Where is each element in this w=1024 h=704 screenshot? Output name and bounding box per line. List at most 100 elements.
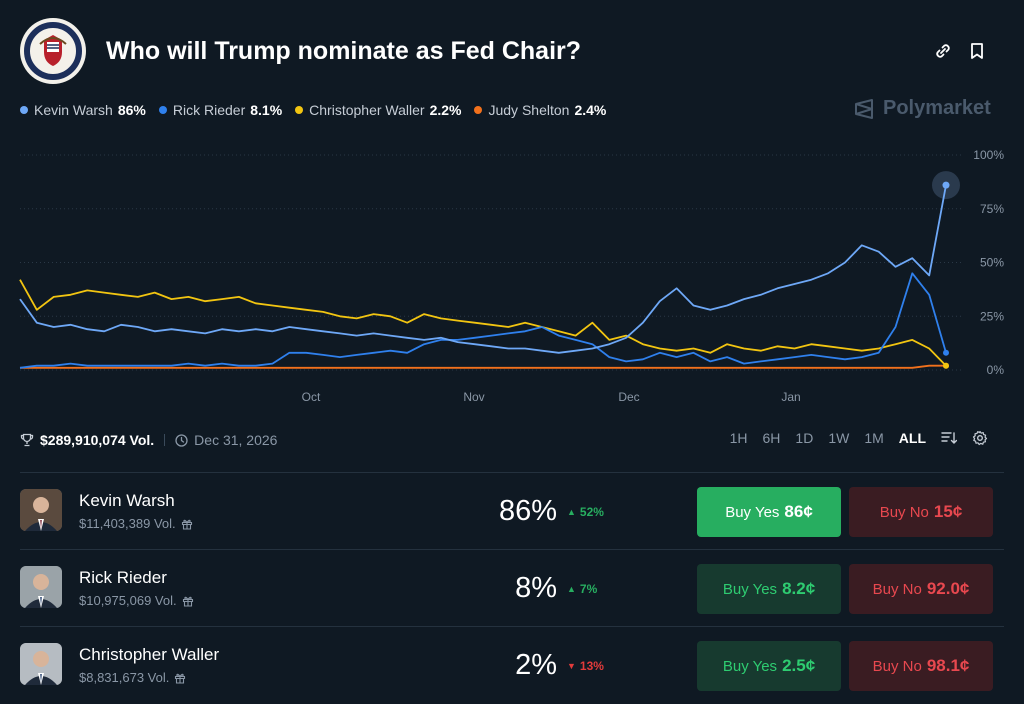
settings-gear-icon[interactable]: [972, 430, 988, 446]
fed-seal-image: [20, 18, 86, 84]
buy-yes-label: Buy Yes: [725, 503, 780, 521]
probability-change-value: 52%: [579, 505, 604, 519]
legend-item[interactable]: Kevin Warsh 86%: [20, 102, 146, 118]
candidate-avatar: [20, 643, 62, 685]
buy-yes-label: Buy Yes: [722, 657, 778, 675]
buy-no-label: Buy No: [872, 657, 922, 675]
legend-name: Judy Shelton: [488, 102, 570, 118]
range-1h-button[interactable]: 1H: [729, 430, 748, 446]
sort-icon[interactable]: [941, 431, 957, 445]
triangle-up-icon: ▲: [567, 507, 576, 517]
range-1w-button[interactable]: 1W: [828, 430, 850, 446]
outcome-row[interactable]: Rick Rieder $10,975,069 Vol. 8% ▲ 7% Buy Yes 8…: [20, 549, 1004, 626]
outcome-probability: 86%: [498, 495, 557, 527]
chart-legend: Kevin Warsh 86% Rick Rieder 8.1% Christopher…: [20, 101, 619, 119]
candidate-avatar: [20, 489, 62, 531]
y-tick-label: 75%: [980, 202, 1004, 216]
series-line-kevin-warsh: [19, 184, 947, 354]
legend-name: Christopher Waller: [309, 102, 425, 118]
buy-yes-button[interactable]: Buy Yes 86¢: [697, 487, 841, 537]
buy-yes-button[interactable]: Buy Yes 2.5¢: [697, 641, 841, 691]
candidate-name[interactable]: Rick Rieder: [79, 568, 167, 587]
legend-value: 2.2%: [429, 102, 462, 118]
total-volume: $289,910,074 Vol.: [40, 432, 155, 448]
triangle-up-icon: ▲: [567, 584, 576, 594]
legend-item[interactable]: Rick Rieder 8.1%: [158, 102, 283, 118]
y-tick-label: 50%: [980, 256, 1004, 270]
outcome-probability: 8%: [515, 572, 557, 604]
time-range-selector: 1H 6H 1D 1W 1M ALL: [715, 430, 988, 446]
series-end-point: [942, 181, 950, 189]
legend-dot: [20, 106, 28, 114]
brand-name: Polymarket: [883, 97, 991, 119]
candidate-volume: $8,831,673 Vol.: [79, 670, 186, 685]
x-tick-label: Jan: [781, 390, 800, 404]
page-title: Who will Trump nominate as Fed Chair?: [106, 37, 582, 65]
series-end-point: [943, 349, 949, 356]
y-tick-label: 100%: [973, 148, 1004, 162]
legend-name: Kevin Warsh: [34, 102, 113, 118]
legend-dot: [295, 106, 304, 114]
range-1m-button[interactable]: 1M: [864, 430, 884, 446]
range-all-button[interactable]: ALL: [898, 430, 926, 446]
legend-dot: [158, 106, 167, 114]
series-line-christopher-waller: [19, 279, 947, 367]
buy-yes-price: 2.5¢: [782, 656, 816, 675]
polymarket-brand: Polymarket: [853, 97, 991, 120]
candidate-volume-text: $11,403,389 Vol.: [79, 516, 176, 531]
legend-item[interactable]: Christopher Waller 2.2%: [295, 102, 461, 118]
x-tick-label: Nov: [463, 390, 484, 404]
probability-change: ▲ 7%: [567, 582, 597, 596]
buy-yes-price: 86¢: [784, 502, 813, 521]
buy-no-price: 98.1¢: [926, 656, 970, 675]
candidate-volume: $11,403,389 Vol.: [79, 516, 193, 531]
legend-value: 2.4%: [574, 102, 607, 118]
buy-no-button[interactable]: Buy No 98.1¢: [849, 641, 993, 691]
y-tick-label: 0%: [987, 363, 1005, 377]
probability-change: ▲ 52%: [567, 505, 604, 519]
candidate-volume-text: $10,975,069 Vol.: [79, 593, 177, 608]
candidate-name[interactable]: Christopher Waller: [79, 645, 220, 664]
series-end-point: [943, 362, 949, 369]
bookmark-icon[interactable]: [966, 40, 988, 62]
buy-no-button[interactable]: Buy No 92.0¢: [849, 564, 993, 614]
polymarket-logo-icon: [855, 98, 873, 119]
candidate-avatar: [20, 566, 62, 608]
legend-dot: [474, 106, 483, 114]
buy-yes-button[interactable]: Buy Yes 8.2¢: [697, 564, 841, 614]
buy-no-button[interactable]: Buy No 15¢: [849, 487, 993, 537]
outcome-probability: 2%: [515, 649, 557, 681]
gift-icon[interactable]: [181, 518, 193, 530]
candidate-volume-text: $8,831,673 Vol.: [79, 670, 170, 685]
outcome-row[interactable]: Kevin Warsh $11,403,389 Vol. 86% ▲ 52% Buy Ye…: [20, 472, 1004, 549]
probability-change-value: 7%: [579, 582, 598, 596]
candidate-name[interactable]: Kevin Warsh: [79, 491, 175, 510]
legend-name: Rick Rieder: [172, 102, 246, 118]
buy-yes-price: 8.2¢: [782, 579, 816, 598]
candidate-volume: $10,975,069 Vol.: [79, 593, 194, 608]
series-line-rick-rieder: [19, 272, 947, 369]
buy-no-price: 92.0¢: [926, 579, 970, 598]
y-tick-label: 25%: [980, 309, 1004, 323]
legend-value: 86%: [117, 102, 146, 118]
buy-no-label: Buy No: [879, 503, 929, 521]
price-history-chart: 100% 75% 50% 25% 0% Oct Nov Dec Jan: [19, 148, 1005, 404]
market-stats: $289,910,074 Vol. Dec 31, 2026 1H 6H 1D 1W 1…: [20, 430, 1004, 450]
buy-no-price: 15¢: [933, 502, 963, 521]
probability-change: ▼ 13%: [567, 659, 604, 673]
stats-divider: [164, 434, 166, 446]
trophy-icon: [20, 433, 34, 447]
market-header: Who will Trump nominate as Fed Chair?: [20, 18, 1004, 84]
series-line-judy-shelton: [20, 364, 946, 369]
triangle-down-icon: ▼: [567, 661, 576, 671]
buy-no-label: Buy No: [872, 580, 922, 598]
gift-icon[interactable]: [174, 672, 186, 684]
legend-value: 8.1%: [250, 102, 283, 118]
range-1d-button[interactable]: 1D: [795, 430, 814, 446]
x-tick-label: Dec: [618, 390, 639, 404]
outcome-row[interactable]: Christopher Waller $8,831,673 Vol. 2% ▼ 13% B…: [20, 626, 1004, 703]
link-icon[interactable]: [932, 40, 954, 62]
range-6h-button[interactable]: 6H: [762, 430, 781, 446]
gift-icon[interactable]: [182, 595, 194, 607]
legend-item[interactable]: Judy Shelton 2.4%: [474, 102, 606, 118]
